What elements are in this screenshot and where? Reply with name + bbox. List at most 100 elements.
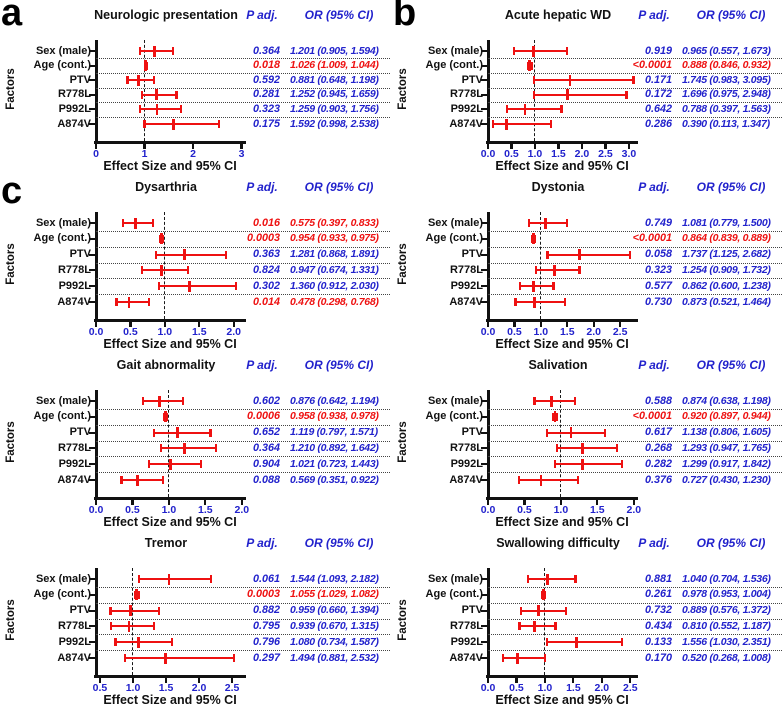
ci-cap [159, 234, 162, 243]
ci-error-bar [139, 577, 212, 581]
y-tick [89, 237, 95, 240]
ci-cap [526, 575, 530, 583]
or-ci-value: 1.119 (0.797, 1.571) [290, 426, 378, 439]
x-tick [523, 499, 526, 505]
ci-cap [621, 460, 624, 469]
ci-cap [200, 460, 203, 469]
y-tick [481, 447, 487, 450]
or-ci-value: 1.021 (0.723, 1.443) [290, 457, 379, 470]
y-tick [89, 478, 95, 482]
ci-cap [534, 266, 538, 275]
ci-cap [157, 282, 160, 291]
x-tick-label: 0.0 [88, 326, 104, 338]
or-ci-value: 0.959 (0.660, 1.394) [290, 604, 379, 617]
y-tick [481, 300, 487, 304]
or-point-marker [539, 474, 543, 486]
ci-error-bar [529, 221, 568, 225]
ci-cap [141, 397, 144, 405]
ci-cap [552, 412, 555, 421]
or-point-marker [136, 636, 140, 648]
or-point-marker [137, 74, 141, 86]
x-tick-label: 1.0 [553, 504, 569, 516]
factor-row-label: Sex (male) [35, 44, 91, 57]
x-tick [627, 143, 631, 149]
factor-row-label: P992L [58, 457, 91, 470]
ci-cap [115, 298, 118, 306]
factor-row-label: Sex (male) [35, 216, 91, 229]
or-point-marker [504, 118, 508, 130]
y-axis-line [95, 390, 98, 499]
x-tick [143, 143, 146, 149]
ci-cap [153, 428, 156, 437]
row-separator [488, 87, 782, 89]
x-tick-label: 3.0 [621, 148, 637, 160]
x-tick-label: 2.5 [598, 148, 613, 160]
or-ci-value: 1.737 (1.125, 2.682) [682, 248, 771, 261]
ci-cap [209, 428, 212, 437]
or-column-header: OR (95% CI) [304, 358, 374, 372]
x-axis-line [94, 141, 246, 144]
ci-error-bar [546, 431, 605, 434]
ci-cap [124, 654, 127, 662]
ci-error-bar [155, 253, 227, 256]
y-tick [89, 269, 95, 272]
x-tick [204, 499, 207, 505]
x-tick [240, 143, 243, 149]
factor-row-label: Age (cont.) [425, 59, 483, 72]
reference-line-or-1 [163, 212, 165, 319]
ci-cap [519, 606, 522, 615]
reference-line-or-1 [544, 568, 546, 675]
row-separator [96, 440, 390, 442]
or-ci-value: 0.873 (0.521, 1.464) [682, 295, 771, 308]
y-tick [481, 577, 487, 581]
x-tick-label: 0.0 [480, 326, 496, 338]
or-point-marker [569, 427, 573, 439]
x-tick [600, 677, 603, 683]
ci-cap [109, 606, 112, 615]
p-adj-value: 0.297 [252, 651, 280, 664]
x-tick [539, 321, 542, 327]
p-adj-value: 0.058 [644, 248, 672, 261]
row-separator [96, 278, 390, 280]
ci-cap [533, 76, 536, 85]
or-point-marker [566, 89, 570, 101]
ci-error-bar [123, 221, 154, 225]
factor-row-label: PTV [461, 73, 483, 86]
ci-error-bar [534, 79, 634, 82]
or-point-marker [552, 264, 556, 276]
ci-error-bar [519, 285, 554, 288]
ci-cap [147, 460, 150, 469]
p-adj-column-header: P adj. [638, 358, 670, 372]
row-separator [96, 230, 390, 232]
p-adj-value: 0.016 [252, 216, 280, 229]
ci-cap [544, 590, 547, 599]
or-ci-value: 1.556 (1.030, 2.351) [682, 635, 771, 648]
ci-error-bar [116, 300, 149, 304]
y-tick [481, 431, 487, 434]
or-ci-value: 1.360 (0.912, 2.030) [290, 279, 379, 292]
ci-cap [214, 444, 217, 453]
or-ci-value: 0.810 (0.552, 1.187) [682, 619, 771, 632]
x-tick-label: 0.0 [88, 504, 104, 516]
x-tick [604, 143, 607, 149]
factor-row-label: P992L [450, 635, 483, 648]
ci-cap [218, 120, 221, 128]
or-ci-value: 1.299 (0.917, 1.842) [682, 457, 771, 470]
chart-title: Dysarthria [135, 180, 197, 194]
or-point-marker [528, 60, 532, 72]
p-adj-column-header: P adj. [638, 8, 670, 22]
y-tick [89, 64, 95, 67]
reference-line-or-1 [560, 390, 561, 497]
y-tick [89, 79, 95, 82]
ci-cap [143, 120, 146, 128]
or-point-marker [128, 605, 132, 617]
p-adj-value: 0.282 [644, 457, 672, 470]
or-point-marker [182, 249, 186, 261]
p-adj-value: 0.577 [644, 279, 672, 292]
ci-cap [576, 476, 579, 484]
row-separator [488, 278, 782, 280]
or-point-marker [144, 60, 148, 72]
ci-cap [578, 266, 581, 275]
ci-cap [528, 219, 531, 227]
factor-row-label: P992L [58, 635, 91, 648]
